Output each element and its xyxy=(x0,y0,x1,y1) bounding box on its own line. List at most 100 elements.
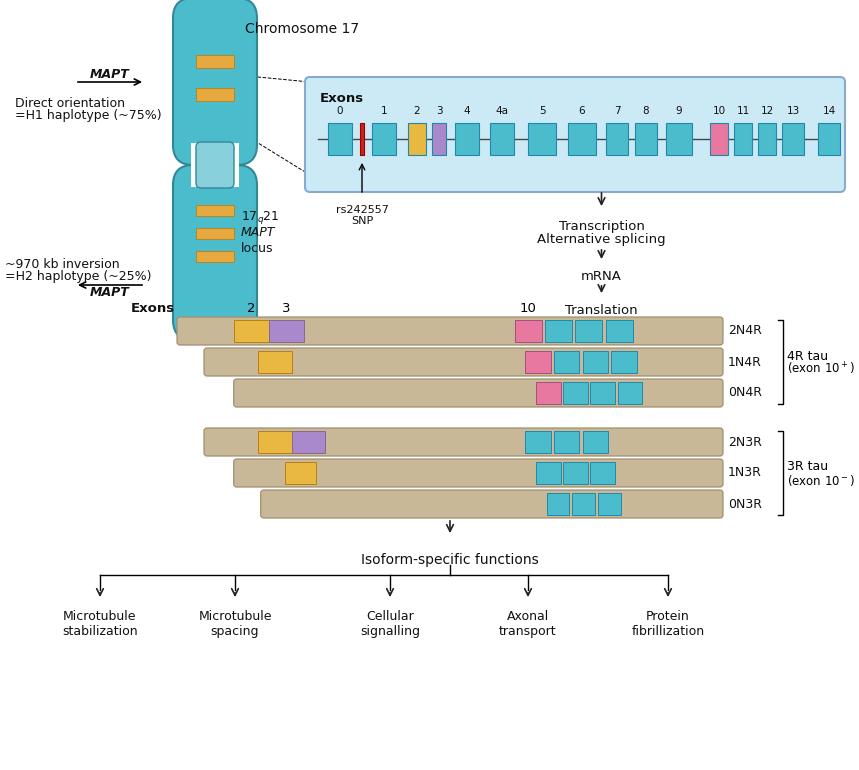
Bar xyxy=(490,123,514,155)
Text: 1N3R: 1N3R xyxy=(728,467,762,480)
FancyBboxPatch shape xyxy=(305,77,845,192)
Bar xyxy=(536,462,561,484)
Bar xyxy=(455,123,479,155)
Text: Microtubule
stabilization: Microtubule stabilization xyxy=(62,610,137,638)
Bar xyxy=(554,351,580,373)
Bar xyxy=(269,320,304,342)
Text: 10: 10 xyxy=(520,302,537,315)
Text: 2N4R: 2N4R xyxy=(728,324,762,337)
Text: 4R tau: 4R tau xyxy=(787,350,828,363)
Bar xyxy=(564,462,588,484)
Text: Direct orientation: Direct orientation xyxy=(15,97,125,110)
Bar xyxy=(582,431,608,453)
Bar xyxy=(525,351,551,373)
Bar xyxy=(572,493,595,515)
Bar xyxy=(606,320,632,342)
Text: 1N4R: 1N4R xyxy=(728,356,762,369)
Text: 5: 5 xyxy=(539,106,545,116)
FancyBboxPatch shape xyxy=(173,165,257,340)
FancyBboxPatch shape xyxy=(234,459,723,487)
Text: 6: 6 xyxy=(579,106,585,116)
Bar xyxy=(582,351,608,373)
Text: Translation: Translation xyxy=(565,304,638,317)
Bar xyxy=(564,382,588,404)
Text: 0: 0 xyxy=(337,106,344,116)
Text: ~970 kb inversion: ~970 kb inversion xyxy=(5,258,119,271)
Text: 10: 10 xyxy=(712,106,726,116)
Text: Exons: Exons xyxy=(131,302,175,315)
Text: 7: 7 xyxy=(613,106,620,116)
Bar xyxy=(818,123,840,155)
Bar xyxy=(191,143,239,187)
Text: 17$_q$21: 17$_q$21 xyxy=(241,209,280,226)
Bar xyxy=(590,382,615,404)
Bar xyxy=(285,462,316,484)
Bar xyxy=(606,123,628,155)
Bar xyxy=(528,123,556,155)
Bar xyxy=(525,431,551,453)
FancyBboxPatch shape xyxy=(234,379,723,407)
Text: 3: 3 xyxy=(436,106,442,116)
FancyBboxPatch shape xyxy=(177,317,723,345)
Text: 4a: 4a xyxy=(496,106,509,116)
Bar xyxy=(196,88,234,101)
Text: =H1 haplotype (~75%): =H1 haplotype (~75%) xyxy=(15,109,161,122)
Bar xyxy=(758,123,776,155)
Bar xyxy=(554,431,580,453)
FancyBboxPatch shape xyxy=(173,0,257,165)
Text: Alternative splicing: Alternative splicing xyxy=(537,233,666,246)
FancyBboxPatch shape xyxy=(260,490,723,518)
Text: 0N4R: 0N4R xyxy=(728,387,762,400)
Bar xyxy=(196,205,234,216)
Bar xyxy=(612,351,637,373)
Bar xyxy=(259,431,292,453)
Text: 4: 4 xyxy=(464,106,471,116)
Bar xyxy=(545,320,572,342)
Bar xyxy=(734,123,752,155)
Text: =H2 haplotype (~25%): =H2 haplotype (~25%) xyxy=(5,270,151,283)
Text: Microtubule
spacing: Microtubule spacing xyxy=(198,610,271,638)
Text: 9: 9 xyxy=(676,106,682,116)
Text: mRNA: mRNA xyxy=(581,270,622,283)
Text: Cellular
signalling: Cellular signalling xyxy=(360,610,420,638)
Text: 14: 14 xyxy=(822,106,836,116)
Text: Isoform-specific functions: Isoform-specific functions xyxy=(361,553,539,567)
Text: Chromosome 17: Chromosome 17 xyxy=(245,22,359,36)
Bar xyxy=(259,351,292,373)
FancyBboxPatch shape xyxy=(196,142,234,188)
Text: 12: 12 xyxy=(760,106,774,116)
Bar xyxy=(372,123,396,155)
Bar xyxy=(408,123,426,155)
Bar xyxy=(515,320,542,342)
Bar xyxy=(782,123,804,155)
Text: Exons: Exons xyxy=(320,92,364,105)
Text: 3R tau: 3R tau xyxy=(787,460,828,474)
Text: 0N3R: 0N3R xyxy=(728,497,762,511)
Text: 11: 11 xyxy=(736,106,750,116)
Text: Axonal
transport: Axonal transport xyxy=(499,610,557,638)
Bar xyxy=(635,123,657,155)
Text: MAPT: MAPT xyxy=(90,286,130,300)
Bar xyxy=(234,320,269,342)
Text: MAPT: MAPT xyxy=(90,68,130,81)
Bar xyxy=(432,123,446,155)
Bar xyxy=(360,123,364,155)
Text: 2: 2 xyxy=(414,106,420,116)
Text: Transcription: Transcription xyxy=(558,220,644,233)
Text: 1: 1 xyxy=(381,106,387,116)
Bar xyxy=(292,431,325,453)
Text: (exon 10$^-$): (exon 10$^-$) xyxy=(787,473,856,487)
Bar xyxy=(546,493,570,515)
Text: rs242557: rs242557 xyxy=(336,205,388,215)
Bar xyxy=(196,228,234,239)
Text: 8: 8 xyxy=(643,106,649,116)
Bar xyxy=(598,493,620,515)
Bar xyxy=(590,462,615,484)
Text: Protein
fibrillization: Protein fibrillization xyxy=(631,610,704,638)
Bar xyxy=(666,123,692,155)
FancyBboxPatch shape xyxy=(204,428,723,456)
Bar xyxy=(618,382,642,404)
Text: 2N3R: 2N3R xyxy=(728,436,762,448)
Bar xyxy=(710,123,728,155)
Bar xyxy=(196,251,234,262)
